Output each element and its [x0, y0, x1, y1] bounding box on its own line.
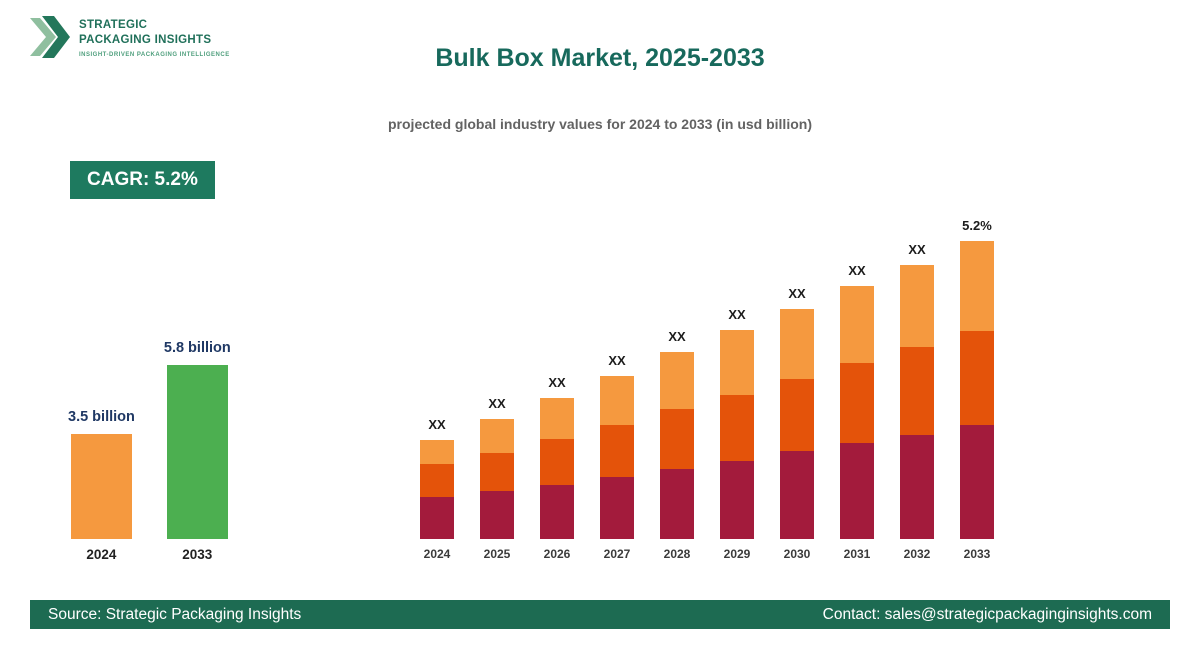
bar-segment-middle [840, 363, 874, 443]
axis-year-label: 2029 [723, 547, 751, 561]
brand-chevron-icon [30, 16, 70, 58]
bar-segment-top [840, 286, 874, 363]
bar-top-label: XX [848, 263, 866, 278]
bar-segment-bottom [480, 491, 514, 539]
bar-top-label: XX [428, 417, 446, 432]
bar-segment-bottom [600, 477, 634, 539]
brand-name-line2: PACKAGING INSIGHTS [79, 33, 212, 46]
footer: Source: Strategic Packaging Insights Con… [30, 600, 1170, 629]
bar-top-label: XX [728, 307, 746, 322]
bar-segment-bottom [840, 443, 874, 539]
axis-year-label: 2025 [483, 547, 511, 561]
bar-top-label: XX [788, 286, 806, 301]
chart-subtitle: projected global industry values for 202… [388, 116, 812, 132]
axis-year-label: 2030 [783, 547, 811, 561]
bar-segment-top [900, 265, 934, 347]
bar-segment-bottom [540, 485, 574, 539]
bar-segment-middle [780, 379, 814, 451]
axis-year-label: 2031 [843, 547, 871, 561]
bar-segment-middle [960, 331, 994, 425]
bar-top-label: XX [548, 375, 566, 390]
bar-segment-bottom [960, 425, 994, 539]
comparison-bar-chart: 3.5 billion 2024 5.8 billion 2033 [68, 340, 231, 562]
stacked-bar-column: XX 2031 [840, 263, 874, 561]
bar-segment-top [540, 398, 574, 439]
stacked-bar-column: XX 2030 [780, 286, 814, 561]
bar-segment-middle [480, 453, 514, 491]
page-title: Bulk Box Market, 2025-2033 [435, 44, 765, 72]
axis-year-label: 2032 [903, 547, 931, 561]
bar-segment-top [420, 440, 454, 464]
stacked-bar-column: XX 2028 [660, 329, 694, 561]
bar-segment-top [600, 376, 634, 425]
bar-segment-top [660, 352, 694, 409]
logo: STRATEGIC PACKAGING INSIGHTS INSIGHT-DRI… [30, 14, 230, 60]
bar-top-label: 5.2% [962, 218, 992, 233]
bar-segment-middle [540, 439, 574, 485]
stacked-bar-column: XX 2027 [600, 353, 634, 561]
mini-bar-column: 3.5 billion 2024 [68, 409, 135, 562]
axis-year-label: 2033 [963, 547, 991, 561]
contact-text: Contact: sales@strategicpackaginginsight… [822, 605, 1152, 623]
bar [70, 434, 132, 539]
bar-segment-middle [660, 409, 694, 469]
axis-year-label: 2024 [86, 547, 117, 562]
bar-segment-bottom [780, 451, 814, 539]
bar-top-label: XX [608, 353, 626, 368]
bar [166, 365, 228, 539]
bar-top-label: XX [488, 396, 506, 411]
bar-segment-bottom [900, 435, 934, 539]
bar-segment-middle [720, 395, 754, 461]
bar-segment-middle [900, 347, 934, 435]
bar-top-label: XX [668, 329, 686, 344]
axis-year-label: 2027 [603, 547, 631, 561]
bar-segment-middle [600, 425, 634, 477]
stacked-bar-column: XX 2032 [900, 242, 934, 561]
bar-segment-bottom [720, 461, 754, 539]
stacked-bar-column: XX 2029 [720, 307, 754, 561]
bar-segment-top [780, 309, 814, 379]
stacked-bar-column: XX 2024 [420, 417, 454, 561]
axis-year-label: 2033 [182, 547, 213, 562]
stacked-bar-column: XX 2025 [480, 396, 514, 561]
axis-year-label: 2024 [423, 547, 451, 561]
bar-value-label: 5.8 billion [163, 340, 231, 356]
cagr-badge: CAGR: 5.2% [70, 161, 215, 199]
bar-segment-middle [420, 464, 454, 497]
bar-value-label: 3.5 billion [68, 409, 135, 425]
bar-segment-top [720, 330, 754, 395]
stacked-bar-column: XX 2026 [540, 375, 574, 561]
axis-year-label: 2028 [663, 547, 691, 561]
stacked-bar-column: 5.2% 2033 [960, 218, 994, 561]
brand-name-line1: STRATEGIC [79, 19, 148, 31]
stacked-bar-chart: XX 2024 XX 2025 XX 2026 XX 2027 XX 2028 XX 2029 XX 20… [420, 218, 994, 561]
bar-segment-bottom [420, 497, 454, 539]
bar-top-label: XX [908, 242, 926, 257]
brand-tagline: INSIGHT-DRIVEN PACKAGING INTELLIGENCE [79, 51, 230, 58]
logo-text: STRATEGIC PACKAGING INSIGHTS INSIGHT-DRI… [79, 14, 230, 58]
axis-year-label: 2026 [543, 547, 571, 561]
mini-bar-column: 5.8 billion 2033 [163, 340, 231, 562]
bar-segment-top [480, 419, 514, 453]
source-text: Source: Strategic Packaging Insights [48, 605, 302, 623]
bar-segment-bottom [660, 469, 694, 539]
bar-segment-top [960, 241, 994, 331]
